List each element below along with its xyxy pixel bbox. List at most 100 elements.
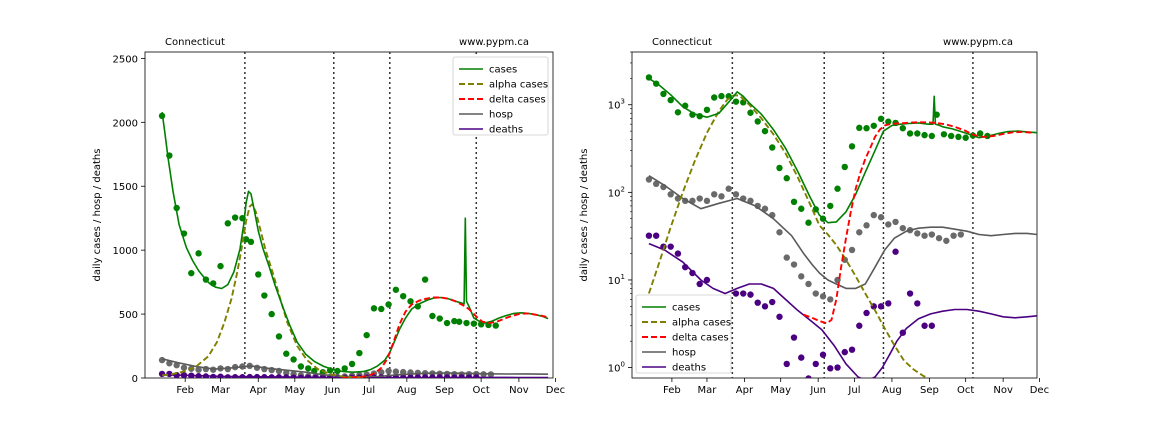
data-point-cases-data xyxy=(790,198,798,206)
data-point-cases-data xyxy=(436,315,443,322)
x-tick-label: Nov xyxy=(993,385,1013,396)
data-point-cases-data xyxy=(470,320,478,327)
plot-area xyxy=(158,111,549,378)
chart-title-region: Connecticut xyxy=(165,37,225,48)
data-point-cases-data xyxy=(255,271,262,278)
data-point-deaths-data xyxy=(914,300,921,307)
legend-label: alpha cases xyxy=(489,80,548,91)
data-point-deaths-data xyxy=(761,303,769,310)
y-tick-exponent: 3 xyxy=(621,98,625,106)
data-point-deaths-data xyxy=(827,365,834,372)
x-tick-label: Feb xyxy=(663,385,681,396)
data-point-deaths-data xyxy=(696,280,703,288)
y-tick-exponent: 2 xyxy=(621,185,625,193)
data-point-cases-data xyxy=(947,132,955,140)
data-point-hosp-data xyxy=(783,254,790,261)
data-point-hosp-data xyxy=(863,222,870,229)
data-point-cases-data xyxy=(718,92,725,100)
data-point-deaths-data xyxy=(689,269,696,277)
data-point-cases-data xyxy=(407,298,414,305)
data-point-cases-data xyxy=(297,363,305,370)
data-point-deaths-data xyxy=(906,290,914,297)
data-point-hosp-data xyxy=(943,237,950,244)
data-point-hosp-data xyxy=(385,367,392,375)
data-point-hosp-data xyxy=(173,362,180,369)
axes-frame xyxy=(631,51,1038,379)
data-point-deaths-data xyxy=(921,322,928,329)
data-point-cases-data xyxy=(275,333,283,340)
y-tick-base: 10 xyxy=(608,276,621,287)
data-point-cases-data xyxy=(363,331,370,339)
legend-label: alpha cases xyxy=(672,318,731,329)
data-point-deaths-data xyxy=(769,298,776,306)
data-point-cases-data xyxy=(290,356,297,363)
data-point-deaths-data xyxy=(667,243,674,250)
data-point-deaths-data xyxy=(747,291,754,298)
data-point-cases-data xyxy=(667,96,674,104)
x-tick-label: Sep xyxy=(920,385,939,396)
y-tick-label: 100 xyxy=(608,361,625,375)
legend: cases alpha cases delta cases hosp deaths xyxy=(635,294,732,374)
data-point-hosp-data xyxy=(892,218,899,226)
y-tick-base: 10 xyxy=(608,364,621,375)
chart-title-url: www.pypm.ca xyxy=(459,37,529,48)
data-point-hosp-data xyxy=(761,205,769,212)
y-tick-label: 2000 xyxy=(113,118,138,129)
data-point-cases-data xyxy=(711,94,718,101)
data-point-deaths-data xyxy=(856,322,863,329)
series-line-hosp xyxy=(648,175,1037,290)
data-point-cases-data xyxy=(247,238,255,246)
data-point-hosp-data xyxy=(957,231,965,238)
data-point-cases-data xyxy=(940,131,948,138)
data-point-hosp-data xyxy=(848,246,856,254)
data-point-hosp-data xyxy=(392,368,400,375)
data-point-cases-data xyxy=(921,131,928,139)
legend-label: delta cases xyxy=(672,333,729,344)
data-point-cases-data xyxy=(268,310,275,318)
x-tick-label: Aug xyxy=(882,385,902,396)
x-tick-label: Sep xyxy=(435,385,454,396)
data-point-hosp-data xyxy=(652,180,660,188)
y-tick-base: 10 xyxy=(608,188,621,199)
data-point-hosp-data xyxy=(180,364,188,371)
x-tick-label: May xyxy=(284,385,305,396)
data-point-cases-data xyxy=(451,317,458,325)
legend-label: deaths xyxy=(672,363,706,374)
data-point-deaths-data xyxy=(158,370,166,378)
y-axis-label: daily cases / hosp / deaths xyxy=(92,149,103,282)
data-point-deaths-data xyxy=(790,334,798,341)
y-tick-base: 10 xyxy=(608,101,621,112)
chart-title-region: Connecticut xyxy=(652,37,712,48)
data-point-hosp-data xyxy=(914,230,921,237)
data-point-cases-data xyxy=(747,109,754,116)
data-point-hosp-data xyxy=(378,369,385,376)
data-point-deaths-data xyxy=(783,360,790,368)
data-point-cases-data xyxy=(976,130,984,137)
x-tick-label: Oct xyxy=(957,385,974,396)
x-tick-label: May xyxy=(770,385,791,396)
data-point-cases-data xyxy=(827,202,834,210)
data-point-cases-data xyxy=(928,132,936,140)
data-point-cases-data xyxy=(962,134,969,141)
data-point-hosp-data xyxy=(711,191,718,198)
data-point-hosp-data xyxy=(856,229,863,236)
data-point-deaths-data xyxy=(841,348,848,356)
data-point-deaths-data xyxy=(740,290,747,297)
data-point-deaths-data xyxy=(848,346,856,353)
data-point-cases-data xyxy=(798,205,805,212)
y-tick-label: 1500 xyxy=(113,182,138,193)
data-point-cases-data xyxy=(863,124,870,132)
y-tick-exponent: 0 xyxy=(621,361,625,369)
x-tick-label: Aug xyxy=(397,385,417,396)
y-axis-label: daily cases / hosp / deaths xyxy=(579,149,590,282)
x-tick-label: Dec xyxy=(546,385,565,396)
data-point-hosp-data xyxy=(703,197,711,205)
data-point-hosp-data xyxy=(718,193,725,200)
x-tick-label: Jul xyxy=(362,385,375,396)
data-point-deaths-data xyxy=(645,232,653,239)
data-point-hosp-data xyxy=(870,211,877,219)
data-point-cases-data xyxy=(732,98,740,105)
data-point-hosp-data xyxy=(725,185,732,192)
data-point-cases-data xyxy=(348,360,356,368)
